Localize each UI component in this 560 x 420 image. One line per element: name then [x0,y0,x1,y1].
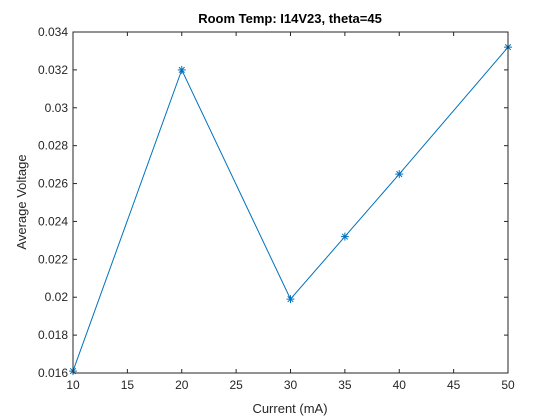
x-tick-label: 10 [66,378,80,392]
y-tick-label: 0.016 [38,366,68,380]
y-tick-label: 0.024 [38,214,68,228]
axes-box [72,31,509,374]
y-tick-label: 0.032 [38,63,68,77]
series-line [72,46,509,372]
y-tick-label: 0.034 [38,25,68,39]
marker-stroke [341,233,349,240]
y-tick-label: 0.03 [45,101,69,115]
marker-stroke [178,66,185,74]
y-axis-label: Average Voltage [14,154,29,249]
x-tick-label: 35 [338,378,352,392]
marker-stroke [396,170,403,178]
x-axis-ticks: 10 15 20 25 30 35 40 45 50 [66,32,515,392]
data-point-marker [177,65,186,74]
x-tick-label: 40 [393,378,407,392]
x-tick-label: 45 [447,378,461,392]
chart-title: Room Temp: I14V23, theta=45 [198,11,382,26]
x-tick-label: 25 [229,378,243,392]
marker-stroke [287,295,294,303]
y-tick-label: 0.018 [38,328,68,342]
data-point-marker [395,170,404,179]
plot-area [73,32,508,373]
x-axis-label: Current (mA) [252,401,327,416]
y-axis-ticks: 0.016 0.018 0.02 0.022 0.024 0.026 0.028 0.03 0.… [38,25,508,380]
x-tick-label: 50 [501,378,515,392]
x-tick-label: 20 [175,378,189,392]
x-tick-label: 15 [121,378,135,392]
y-tick-label: 0.026 [38,177,68,191]
y-tick-label: 0.02 [45,290,69,304]
data-point-marker [286,295,295,304]
y-tick-label: 0.028 [38,139,68,153]
x-tick-label: 30 [284,378,298,392]
data-point-marker [340,232,349,241]
y-tick-label: 0.022 [38,252,68,266]
